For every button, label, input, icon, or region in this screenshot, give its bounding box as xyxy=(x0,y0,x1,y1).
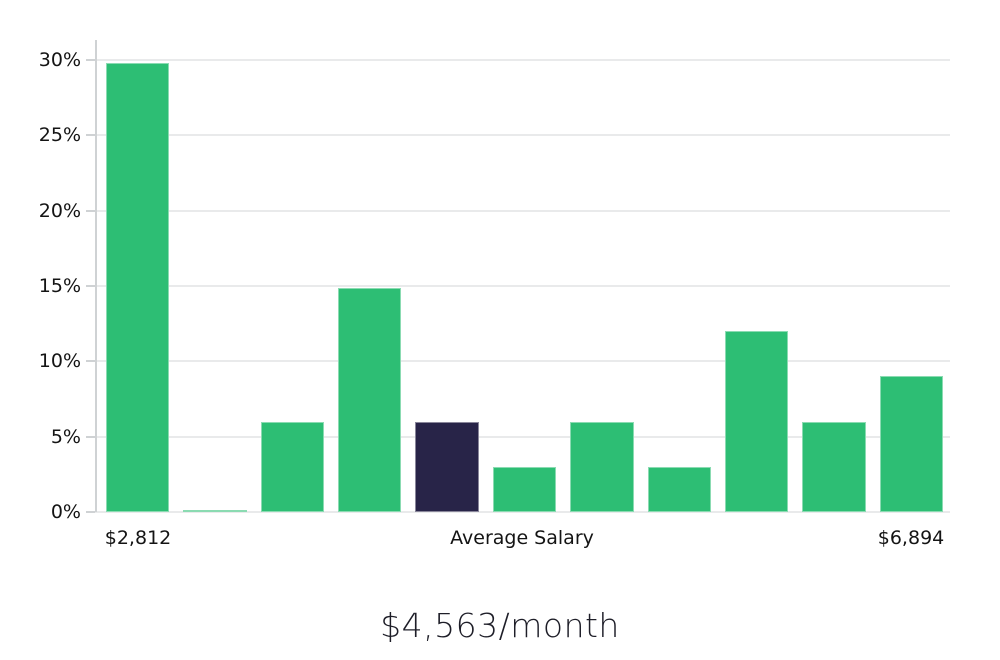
y-tick-label-15%: 15% xyxy=(38,275,81,297)
gridline-5% xyxy=(95,436,950,438)
gridline-30% xyxy=(95,59,950,61)
bar-salary-bucket-8[interactable] xyxy=(724,331,789,512)
bar-average-salary-highlighted[interactable] xyxy=(415,422,479,512)
y-tick-mark xyxy=(86,511,95,513)
y-axis-line xyxy=(95,40,97,512)
bar-salary-bucket-2[interactable] xyxy=(260,422,325,512)
x-tick-label-min-salary: $2,812 xyxy=(104,527,172,549)
y-tick-label-25%: 25% xyxy=(38,124,81,146)
bar-salary-bucket-7[interactable] xyxy=(647,467,711,512)
y-tick-label-0%: 0% xyxy=(50,501,81,523)
y-tick-label-5%: 5% xyxy=(50,426,81,448)
bar-salary-bucket-3[interactable] xyxy=(338,288,402,512)
y-tick-label-20%: 20% xyxy=(38,200,81,222)
x-tick-label-average-salary: Average Salary xyxy=(450,527,594,549)
plot-area xyxy=(86,40,950,513)
y-tick-label-30%: 30% xyxy=(38,49,81,71)
bar-salary-bucket-10[interactable] xyxy=(879,376,943,512)
bar-salary-bucket-5[interactable] xyxy=(492,467,557,512)
y-tick-mark xyxy=(86,436,95,438)
gridline-10% xyxy=(95,360,950,362)
average-salary-title: $4,563/month xyxy=(380,606,620,645)
gridline-15% xyxy=(95,285,950,287)
bar-salary-bucket-9[interactable] xyxy=(802,422,866,512)
x-axis-labels: $2,812 Average Salary $6,894 xyxy=(0,527,1000,557)
bar-salary-bucket-1[interactable] xyxy=(183,510,247,512)
bar-salary-bucket-6[interactable] xyxy=(570,422,634,512)
gridline-0% xyxy=(95,511,950,513)
gridline-25% xyxy=(95,134,950,136)
y-tick-label-10%: 10% xyxy=(38,350,81,372)
gridline-20% xyxy=(95,210,950,212)
y-tick-mark xyxy=(86,360,95,362)
x-tick-label-max-salary: $6,894 xyxy=(877,527,945,549)
y-tick-mark xyxy=(86,134,95,136)
y-tick-mark xyxy=(86,285,95,287)
bar-salary-bucket-0[interactable] xyxy=(106,63,170,512)
y-tick-mark xyxy=(86,210,95,212)
y-tick-mark xyxy=(86,59,95,61)
y-axis-labels: 0% 5% 10% 15% 20% 25% 30% xyxy=(0,0,81,660)
bars-group xyxy=(106,40,943,512)
